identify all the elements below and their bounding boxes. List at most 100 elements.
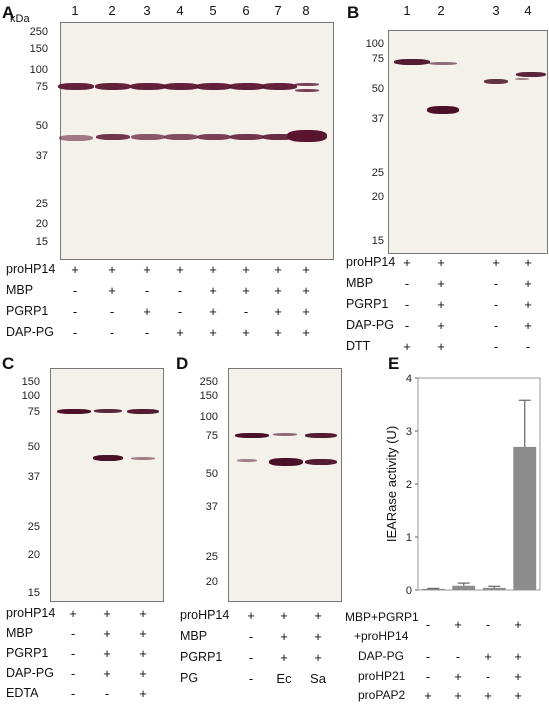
protein-band xyxy=(484,79,508,84)
mw-marker: 100 xyxy=(365,38,384,50)
condition-value: + xyxy=(176,325,184,340)
condition-label: PG xyxy=(180,671,199,685)
condition-value: + xyxy=(492,255,500,270)
condition-value: - xyxy=(70,626,76,641)
mw-marker: 150 xyxy=(29,43,48,55)
condition-value: - xyxy=(243,304,249,319)
condition-label: proHP21 xyxy=(358,669,406,683)
mw-marker: 50 xyxy=(35,120,48,132)
lane-number: 8 xyxy=(302,3,310,18)
y-tick-label: 1 xyxy=(406,532,412,544)
condition-value: + xyxy=(484,688,492,703)
condition-value: - xyxy=(177,283,183,298)
panel-e-label: E xyxy=(388,354,400,373)
condition-value: + xyxy=(139,666,147,681)
lane-number: 4 xyxy=(524,3,532,18)
mw-marker: 25 xyxy=(371,167,384,179)
y-tick-label: 3 xyxy=(406,426,412,438)
protein-band xyxy=(262,134,296,140)
condition-label: MBP xyxy=(346,276,374,290)
bar xyxy=(421,588,445,590)
condition-value: + xyxy=(314,608,322,623)
chart-axes: 0 1 2 3 4 xyxy=(406,373,541,597)
bar xyxy=(452,585,476,590)
condition-value: + xyxy=(302,262,310,277)
condition-label: MBP xyxy=(180,629,208,643)
condition-label: PGRP1 xyxy=(6,304,49,318)
protein-band xyxy=(516,72,546,77)
condition-value: + xyxy=(209,325,217,340)
condition-value: - xyxy=(248,629,254,644)
y-tick-label: 4 xyxy=(406,373,412,385)
condition-value: + xyxy=(302,325,310,340)
chart-bars xyxy=(421,399,537,590)
condition-value: + xyxy=(103,626,111,641)
condition-value: + xyxy=(139,626,147,641)
condition-label: PGRP1 xyxy=(346,297,389,311)
condition-value: + xyxy=(314,650,322,665)
condition-value: + xyxy=(274,304,282,319)
protein-band xyxy=(429,62,457,65)
condition-label: PGRP1 xyxy=(6,646,49,660)
condition-value: + xyxy=(424,688,432,703)
lane-number: 6 xyxy=(242,3,250,18)
protein-band xyxy=(58,83,94,90)
condition-value: - xyxy=(144,325,150,340)
mw-marker: 20 xyxy=(35,218,48,230)
condition-value: + xyxy=(176,262,184,277)
lane-number: 3 xyxy=(492,3,500,18)
mw-marker: 15 xyxy=(27,587,40,599)
bar xyxy=(482,587,506,590)
panel-a-label: A xyxy=(2,3,15,22)
mw-marker: 250 xyxy=(199,376,218,388)
mw-marker: 20 xyxy=(205,576,218,588)
mw-marker: 25 xyxy=(35,198,48,210)
condition-label: PGRP1 xyxy=(180,650,223,664)
condition-value: + xyxy=(302,283,310,298)
y-tick-label: 2 xyxy=(406,479,412,491)
condition-value: - xyxy=(425,669,431,684)
protein-band xyxy=(95,83,131,90)
protein-band xyxy=(273,433,297,436)
condition-value: + xyxy=(247,608,255,623)
condition-value: - xyxy=(404,276,410,291)
condition-value: + xyxy=(242,325,250,340)
y-axis-label: IEARase activity (U) xyxy=(384,426,399,542)
condition-value: + xyxy=(437,318,445,333)
condition-value: + xyxy=(143,304,151,319)
condition-value: - xyxy=(248,671,254,686)
condition-value: - xyxy=(177,304,183,319)
mw-marker: 25 xyxy=(27,521,40,533)
condition-label: DAP-PG xyxy=(6,666,54,680)
condition-value: + xyxy=(524,318,532,333)
protein-band xyxy=(305,433,337,438)
condition-label: proHP14 xyxy=(6,262,56,276)
condition-value: + xyxy=(103,666,111,681)
condition-value: + xyxy=(274,325,282,340)
lane-number: 1 xyxy=(71,3,79,18)
protein-band xyxy=(131,134,165,140)
condition-value: + xyxy=(280,650,288,665)
condition-value: + xyxy=(454,688,462,703)
condition-value: - xyxy=(144,283,150,298)
mw-marker: 150 xyxy=(21,376,40,388)
bar xyxy=(513,446,537,590)
condition-value: + xyxy=(139,646,147,661)
mw-marker: 50 xyxy=(371,83,384,95)
lane-number: 7 xyxy=(274,3,282,18)
condition-value: Ec xyxy=(276,671,292,686)
condition-value: - xyxy=(493,318,499,333)
protein-band xyxy=(287,130,327,142)
condition-value: + xyxy=(484,649,492,664)
condition-value: - xyxy=(525,339,531,354)
condition-label: proHP14 xyxy=(6,606,56,620)
condition-label: MBP xyxy=(6,283,34,297)
lane-number: 5 xyxy=(209,3,217,18)
condition-value: + xyxy=(108,283,116,298)
protein-band xyxy=(163,83,199,90)
condition-label: MBP xyxy=(6,626,34,640)
lane-number: 2 xyxy=(437,3,445,18)
protein-band xyxy=(59,135,93,141)
condition-value: + xyxy=(314,629,322,644)
condition-label: EDTA xyxy=(6,686,39,700)
